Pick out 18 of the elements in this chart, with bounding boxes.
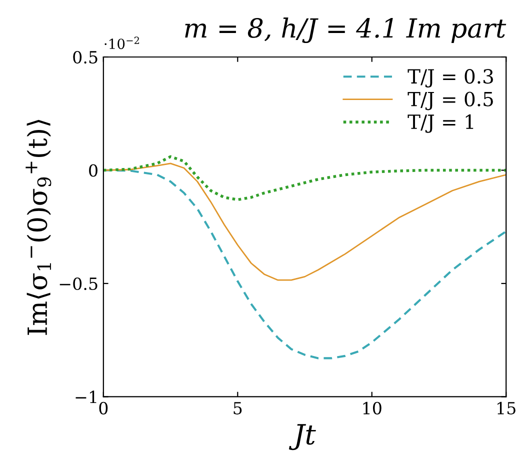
- legend-label: T/J = 0.3: [408, 69, 493, 88]
- line-series: [103, 162, 506, 281]
- legend-label: T/J = 0.5: [408, 92, 493, 110]
- line-series: [103, 169, 506, 360]
- y-tick-label: 0: [89, 164, 98, 177]
- chart-title: m = 8, h/J = 4.1 Im part: [185, 18, 506, 44]
- text: ·10$^{−2}$: [104, 36, 140, 50]
- line-series: [103, 155, 506, 202]
- x-tick-label: 5: [234, 402, 242, 414]
- y-tick-label: 0.5: [73, 50, 98, 64]
- x-axis-title: Jt: [288, 424, 316, 450]
- x-tick-label: 0: [99, 402, 108, 414]
- x-tick-label: 10: [363, 402, 382, 414]
- y-tick-label: −1: [76, 390, 96, 404]
- y-tick-label: −0.5: [60, 277, 98, 290]
- x-tick-label: 15: [498, 402, 516, 414]
- legend-label: T/J = 1: [408, 114, 474, 133]
- y-axis-title: Im⟨σ$_{1}$$^{−}$(0)σ$_{9}$$^{+}$(t)⟩: [26, 120, 52, 335]
